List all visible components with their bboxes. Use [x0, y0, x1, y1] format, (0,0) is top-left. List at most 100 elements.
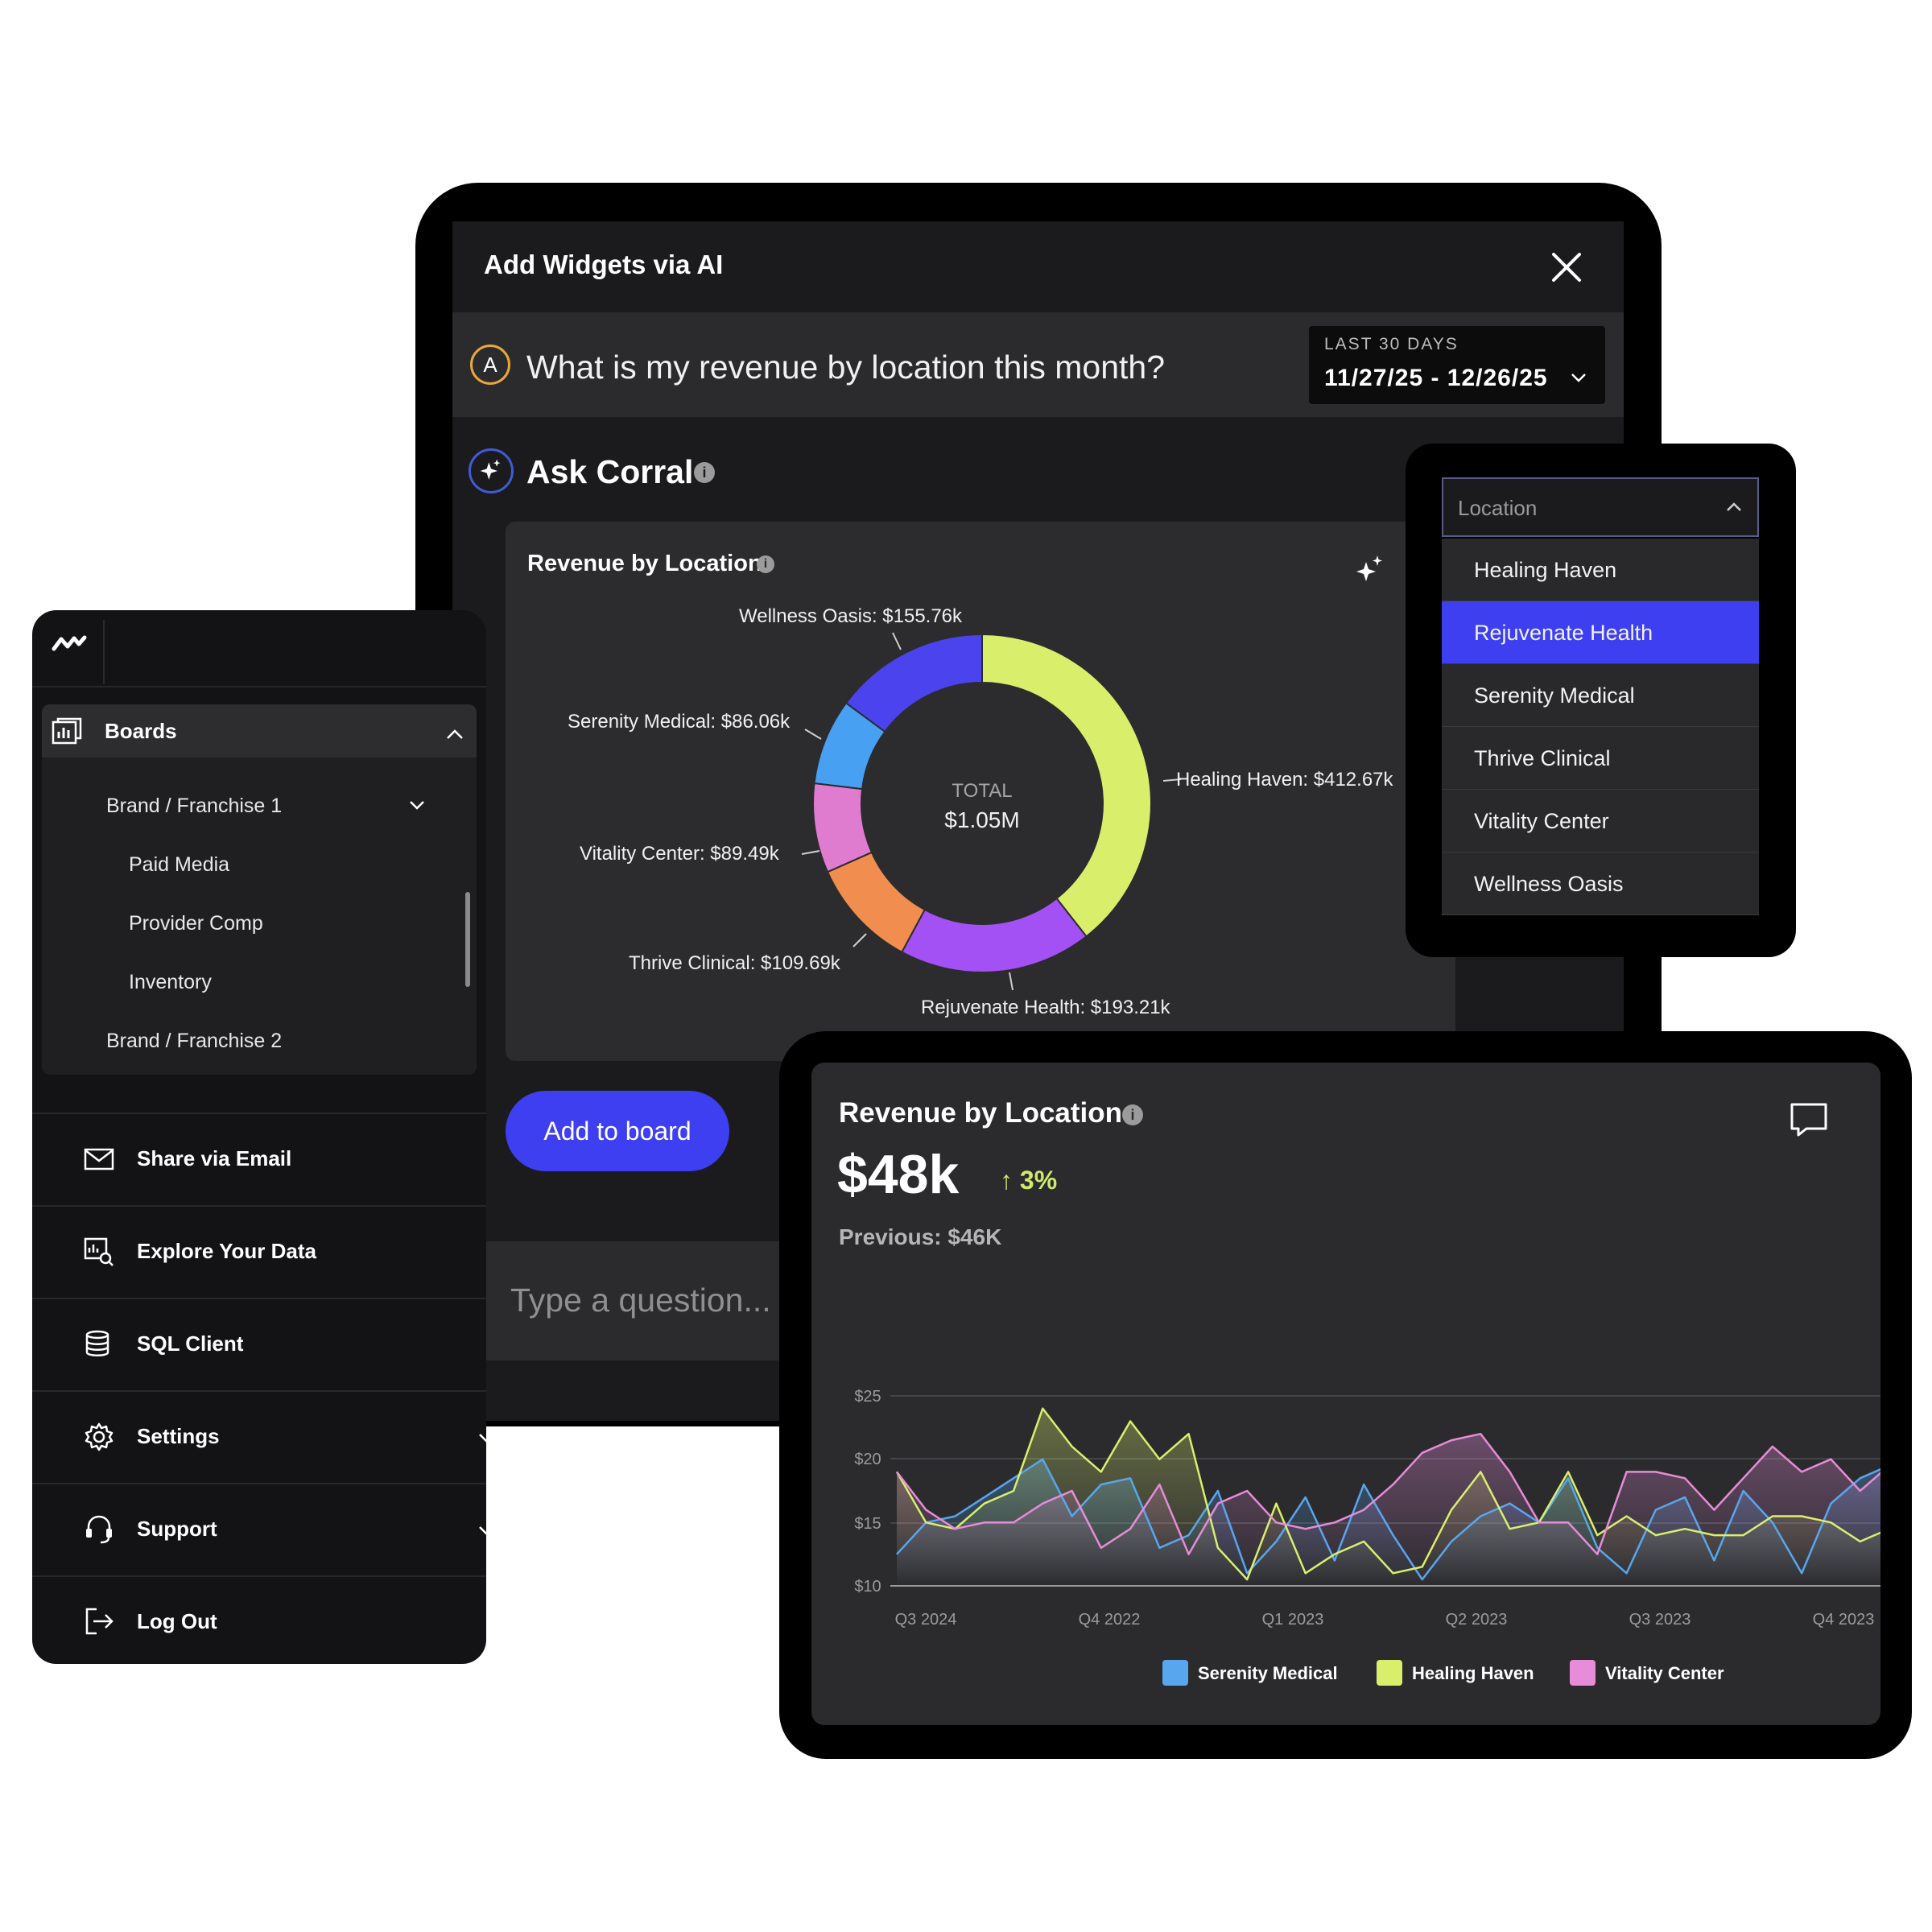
chevron-down-icon[interactable] [478, 1525, 496, 1536]
logout-icon [85, 1608, 114, 1635]
database-icon [85, 1330, 109, 1356]
user-question: What is my revenue by location this mont… [526, 349, 1166, 386]
info-icon[interactable]: i [757, 555, 774, 573]
date-range-value: 11/27/25 - 12/26/25 [1324, 365, 1548, 391]
x-tick-label: Q3 2024 [895, 1611, 957, 1629]
headset-icon [86, 1515, 112, 1544]
close-icon[interactable] [1549, 250, 1584, 285]
sparkle-icon[interactable] [1352, 552, 1386, 586]
line-widget-title: Revenue by Location [839, 1097, 1123, 1129]
board-group-item[interactable]: Brand / Franchise 1 [106, 795, 283, 817]
logo-icon[interactable] [52, 633, 87, 654]
explore-your-data-label: Explore Your Data [137, 1239, 316, 1263]
location-option[interactable]: Healing Haven [1442, 539, 1759, 601]
metric-change: ↑ 3% [1000, 1166, 1058, 1195]
boards-label: Boards [105, 719, 177, 743]
date-range-picker[interactable] [1309, 326, 1605, 404]
info-icon[interactable]: i [1122, 1104, 1143, 1125]
legend-healing-haven: Healing Haven [1412, 1663, 1534, 1683]
ai-panel-header [452, 221, 1624, 310]
donut-label-wellness: Wellness Oasis: $155.76k [739, 605, 963, 627]
x-tick-label: Q4 2022 [1079, 1611, 1141, 1629]
line-widget-card [811, 1063, 1880, 1725]
y-tick-label: $25 [854, 1388, 881, 1406]
x-tick-label: Q2 2023 [1446, 1611, 1508, 1629]
chevron-down-icon[interactable] [409, 799, 425, 811]
legend-swatch-vitality [1570, 1660, 1596, 1686]
donut-label-serenity: Serenity Medical: $86.06k [568, 711, 791, 733]
ai-panel-title: Add Widgets via AI [484, 250, 724, 279]
mail-icon [84, 1148, 114, 1170]
location-select-placeholder: Location [1458, 496, 1538, 520]
donut-widget-title: Revenue by Location [527, 551, 762, 576]
donut-label-healing: Healing Haven: $412.67k [1176, 769, 1394, 791]
donut-label-rejuvenate: Rejuvenate Health: $193.21k [921, 997, 1171, 1018]
y-tick-label: $10 [854, 1578, 881, 1596]
series-line-healing-haven[interactable] [895, 1407, 1880, 1581]
sql-client-label: SQL Client [137, 1331, 244, 1356]
log-out-label: Log Out [137, 1609, 217, 1633]
location-option-selected[interactable]: Rejuvenate Health [1442, 601, 1759, 664]
board-item[interactable]: Provider Comp [129, 912, 263, 935]
chevron-down-icon[interactable] [1571, 372, 1587, 383]
boards-section [42, 704, 477, 1075]
series-line-vitality-center[interactable] [896, 1432, 1880, 1555]
divider [103, 620, 105, 684]
divider [32, 686, 486, 687]
series-line-serenity-medical[interactable] [896, 1458, 1880, 1581]
explore-data-icon [84, 1237, 114, 1266]
chevron-up-icon[interactable] [1726, 502, 1742, 513]
x-tick-label: Q1 2023 [1262, 1611, 1324, 1629]
legend-swatch-healing [1377, 1660, 1402, 1686]
share-via-email-label: Share via Email [137, 1146, 292, 1170]
location-option[interactable]: Vitality Center [1442, 790, 1759, 852]
board-item[interactable]: Inventory [129, 971, 212, 993]
legend-vitality-center: Vitality Center [1605, 1663, 1724, 1683]
settings-label: Settings [137, 1424, 220, 1448]
board-item[interactable]: Paid Media [129, 853, 230, 876]
sql-client-item[interactable]: SQL Client [32, 1298, 486, 1389]
sparkle-icon [469, 448, 514, 493]
gear-icon [85, 1422, 114, 1451]
comment-icon[interactable] [1789, 1101, 1829, 1138]
donut-slice-rejuvenate-health[interactable] [900, 897, 1088, 973]
board-group-item[interactable]: Brand / Franchise 2 [106, 1030, 283, 1052]
metric-previous: Previous: $46K [839, 1224, 1002, 1249]
question-input[interactable] [486, 1241, 824, 1360]
chevron-up-icon[interactable] [446, 729, 464, 740]
line-chart: $25 $20 $15 $10 Q3 2024 Q4 2022 Q1 2023 Q2 202… [854, 1388, 1880, 1629]
dashboard-icon [52, 717, 82, 745]
donut-chart: Wellness Oasis: $155.76k Serenity Medica… [568, 605, 1394, 1018]
date-range-label: LAST 30 DAYS [1324, 335, 1459, 353]
chevron-down-icon[interactable] [478, 1432, 496, 1443]
location-option[interactable]: Thrive Clinical [1442, 727, 1759, 790]
legend-swatch-serenity [1162, 1660, 1188, 1686]
donut-center-value: $1.05M [944, 807, 1019, 832]
legend-serenity-medical: Serenity Medical [1198, 1663, 1338, 1683]
question-input-placeholder: Type a question... [510, 1282, 771, 1319]
settings-item[interactable]: Settings [32, 1390, 495, 1482]
explore-your-data-item[interactable]: Explore Your Data [32, 1205, 486, 1297]
boards-header[interactable] [42, 704, 477, 758]
scrollbar[interactable] [465, 892, 470, 987]
y-tick-label: $20 [854, 1451, 881, 1468]
log-out-item[interactable]: Log Out [32, 1575, 486, 1657]
donut-label-thrive: Thrive Clinical: $109.69k [629, 952, 841, 974]
y-tick-label: $15 [854, 1515, 881, 1533]
location-option[interactable]: Serenity Medical [1442, 664, 1759, 727]
ask-corral-title: Ask Corral [526, 453, 694, 490]
share-via-email-item[interactable]: Share via Email [32, 1113, 486, 1204]
add-to-board-button[interactable]: Add to board [506, 1091, 729, 1171]
location-select[interactable] [1442, 477, 1759, 537]
support-label: Support [137, 1517, 217, 1541]
info-icon[interactable]: i [694, 462, 715, 483]
metric-value: $48k [837, 1144, 960, 1205]
location-option[interactable]: Wellness Oasis [1442, 852, 1759, 915]
donut-slice-thrive-clinical[interactable] [826, 851, 927, 954]
support-item[interactable]: Support [32, 1483, 495, 1575]
donut-slice-wellness-oasis[interactable] [844, 633, 983, 733]
donut-slice-healing-haven[interactable] [981, 633, 1152, 938]
donut-center-label: TOTAL [952, 780, 1012, 802]
user-avatar: A [470, 345, 510, 385]
donut-label-vitality: Vitality Center: $89.49k [580, 843, 780, 865]
